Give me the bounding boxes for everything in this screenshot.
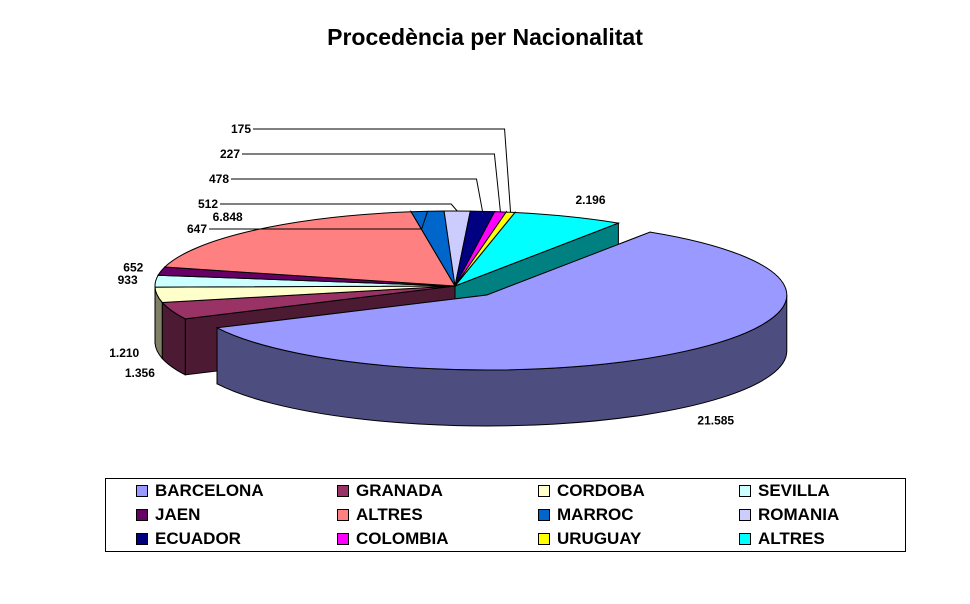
legend-label: JAEN bbox=[155, 505, 201, 524]
legend-label: ECUADOR bbox=[155, 529, 241, 548]
value-label-jaen-4: 652 bbox=[123, 261, 143, 275]
legend-label: SEVILLA bbox=[758, 481, 830, 500]
slice-barcelona-0 bbox=[215, 231, 788, 371]
legend-swatch bbox=[739, 485, 751, 497]
slice-altres-11 bbox=[453, 212, 621, 288]
leader-line-romania-7 bbox=[220, 203, 458, 212]
chart-legend: BARCELONA GRANADA CORDOBA SEVILLA JAEN ALTRES… bbox=[105, 478, 906, 552]
legend-item-granada-1: GRANADA bbox=[337, 480, 443, 502]
legend-item-marroc-6: MARROC bbox=[538, 504, 634, 526]
chart-title: Procedència per Nacionalitat bbox=[327, 24, 643, 50]
legend-swatch bbox=[337, 485, 349, 497]
value-label-altres-5: 6.848 bbox=[213, 210, 243, 224]
legend-swatch bbox=[136, 485, 148, 497]
leader-line-ecuador-8 bbox=[231, 178, 483, 212]
legend-swatch bbox=[739, 533, 751, 545]
legend-item-altres-11: ALTRES bbox=[739, 528, 825, 550]
legend-swatch bbox=[538, 509, 550, 521]
leader-line-colombia-9 bbox=[242, 153, 501, 212]
legend-swatch bbox=[538, 485, 550, 497]
legend-label: URUGUAY bbox=[557, 529, 642, 548]
legend-swatch bbox=[337, 533, 349, 545]
legend-label: ROMANIA bbox=[758, 505, 840, 524]
legend-item-ecuador-8: ECUADOR bbox=[136, 528, 241, 550]
value-label-romania-7: 512 bbox=[198, 197, 218, 211]
legend-swatch bbox=[739, 509, 751, 521]
legend-swatch bbox=[136, 509, 148, 521]
legend-swatch bbox=[337, 509, 349, 521]
leader-line-uruguay-10 bbox=[253, 128, 512, 213]
legend-item-jaen-4: JAEN bbox=[136, 504, 200, 526]
legend-label: COLOMBIA bbox=[356, 529, 449, 548]
value-label-marroc-6: 647 bbox=[187, 222, 207, 236]
value-label-colombia-9: 227 bbox=[220, 147, 240, 161]
legend-swatch bbox=[538, 533, 550, 545]
legend-item-sevilla-3: SEVILLA bbox=[739, 480, 830, 502]
value-label-altres-11: 2.196 bbox=[575, 193, 605, 207]
value-label-granada-1: 1.356 bbox=[125, 366, 155, 380]
legend-label: CORDOBA bbox=[557, 481, 645, 500]
legend-item-uruguay-10: URUGUAY bbox=[538, 528, 641, 550]
value-label-ecuador-8: 478 bbox=[209, 172, 229, 186]
legend-label: GRANADA bbox=[356, 481, 443, 500]
legend-item-barcelona-0: BARCELONA bbox=[136, 480, 264, 502]
legend-item-altres-5: ALTRES bbox=[337, 504, 423, 526]
slice-altres-5 bbox=[163, 211, 456, 287]
value-label-uruguay-10: 175 bbox=[231, 122, 251, 136]
legend-label: ALTRES bbox=[758, 529, 825, 548]
legend-item-cordoba-2: CORDOBA bbox=[538, 480, 645, 502]
value-label-sevilla-3: 933 bbox=[118, 273, 138, 287]
legend-item-colombia-9: COLOMBIA bbox=[337, 528, 449, 550]
legend-swatch bbox=[136, 533, 148, 545]
value-label-cordoba-2: 1.210 bbox=[109, 346, 139, 360]
legend-item-romania-7: ROMANIA bbox=[739, 504, 839, 526]
leader-line-marroc-6 bbox=[209, 211, 429, 230]
legend-label: ALTRES bbox=[356, 505, 423, 524]
legend-label: MARROC bbox=[557, 505, 634, 524]
value-label-barcelona-0: 21.585 bbox=[697, 414, 734, 428]
legend-label: BARCELONA bbox=[155, 481, 264, 500]
